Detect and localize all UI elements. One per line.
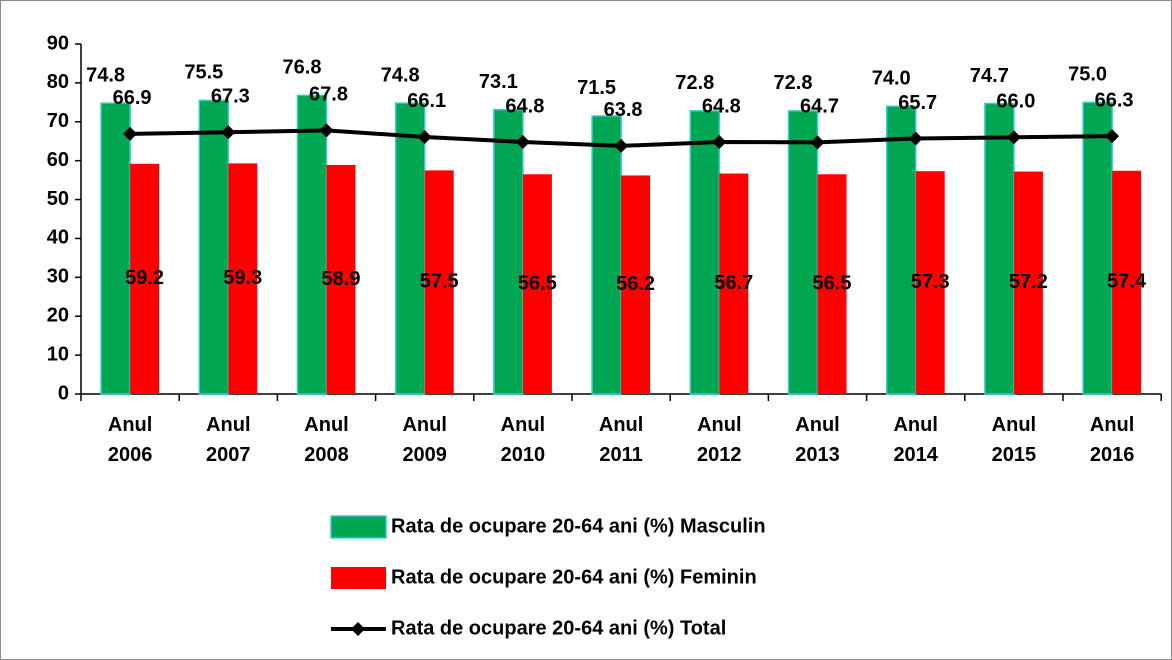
bar — [296, 94, 328, 395]
data-label: 74.0 — [872, 68, 911, 90]
x-tick-label: Anul 2016 — [1089, 414, 1135, 466]
legend-marker — [351, 622, 365, 636]
legend-label: Rata de ocupare 20-64 ani (%) Masculin — [391, 515, 766, 537]
bar — [1112, 170, 1142, 394]
bar — [228, 163, 258, 394]
bar — [817, 174, 847, 394]
legend-label: Rata de ocupare 20-64 ani (%) Total — [391, 617, 726, 639]
data-label: 57.2 — [1009, 271, 1048, 293]
data-label: 57.4 — [1107, 271, 1147, 293]
data-label: 74.8 — [381, 64, 420, 86]
legend-swatch — [331, 567, 386, 589]
bar — [198, 99, 230, 395]
x-tick-label: Anul 2015 — [991, 414, 1037, 466]
data-label: 72.8 — [675, 72, 714, 94]
data-label: 56.5 — [518, 272, 557, 294]
x-tick-label: Anul 2007 — [206, 414, 251, 466]
legend-swatch — [330, 515, 387, 539]
data-label: 67.3 — [211, 86, 250, 108]
data-label: 57.3 — [911, 271, 950, 293]
y-tick-label: 60 — [47, 149, 69, 171]
bar — [493, 108, 524, 395]
bar — [885, 105, 917, 395]
x-tick-label: Anul 2010 — [500, 414, 546, 466]
y-tick-label: 80 — [47, 71, 69, 93]
line-marker — [319, 123, 334, 138]
x-tick-label: Anul 2012 — [697, 414, 742, 466]
y-tick-label: 40 — [47, 227, 69, 249]
data-label: 74.7 — [970, 65, 1009, 87]
y-tick-label: 50 — [47, 188, 69, 210]
line-marker — [614, 138, 629, 153]
data-label: 56.7 — [714, 272, 753, 294]
bar — [1013, 171, 1043, 394]
data-label: 66.1 — [407, 90, 446, 112]
data-label: 56.5 — [813, 272, 852, 294]
data-label: 71.5 — [577, 77, 616, 99]
x-tick-label: Anul 2014 — [893, 414, 938, 466]
bar — [689, 110, 721, 395]
x-tick-label: Anul 2009 — [402, 414, 447, 466]
bar — [130, 163, 160, 394]
legend-label: Rata de ocupare 20-64 ani (%) Feminin — [391, 566, 757, 588]
data-label: 66.3 — [1095, 89, 1134, 111]
x-tick-label: Anul 2008 — [304, 414, 349, 466]
data-label: 74.8 — [86, 64, 125, 86]
bar — [984, 102, 1015, 395]
x-tick-label: Anul 2013 — [795, 414, 840, 466]
data-label: 72.8 — [774, 72, 813, 94]
bar — [915, 171, 945, 394]
data-label: 59.3 — [223, 267, 262, 289]
data-label: 64.8 — [702, 95, 741, 117]
data-label: 66.9 — [113, 87, 152, 109]
y-tick-label: 0 — [58, 382, 69, 404]
y-tick-label: 70 — [47, 110, 69, 132]
line-marker — [417, 129, 432, 144]
bar — [326, 164, 356, 394]
bar — [424, 170, 454, 394]
y-tick-label: 10 — [47, 343, 69, 365]
data-label: 65.7 — [898, 92, 937, 114]
data-label: 67.8 — [309, 84, 348, 106]
line-marker — [1105, 129, 1120, 144]
data-label: 59.2 — [125, 267, 164, 289]
bar — [591, 115, 622, 395]
data-label: 63.8 — [604, 99, 643, 121]
line-marker — [810, 135, 825, 150]
y-tick-label: 90 — [47, 32, 69, 54]
data-label: 57.5 — [420, 270, 459, 292]
bar — [522, 174, 552, 394]
bar — [621, 175, 651, 394]
line-marker — [908, 131, 923, 146]
y-tick-label: 20 — [47, 305, 69, 327]
data-label: 64.8 — [505, 95, 544, 117]
data-label: 64.7 — [800, 96, 839, 118]
data-label: 56.2 — [616, 273, 655, 295]
x-tick-label: Anul 2006 — [107, 414, 153, 466]
data-label: 66.0 — [996, 91, 1035, 113]
data-label: 73.1 — [479, 71, 518, 93]
x-tick-label: Anul 2011 — [598, 414, 644, 466]
bar — [100, 102, 131, 395]
line-marker — [515, 135, 530, 149]
line-marker — [1006, 130, 1021, 145]
y-tick-label: 30 — [47, 266, 69, 288]
bar — [1082, 101, 1113, 395]
data-label: 75.5 — [184, 62, 223, 84]
bar — [394, 102, 426, 395]
bar — [719, 173, 749, 394]
bar — [787, 110, 819, 395]
data-label: 75.0 — [1068, 64, 1107, 86]
data-label: 58.9 — [322, 268, 361, 290]
line-marker — [712, 135, 727, 149]
line-marker — [123, 126, 138, 141]
data-label: 76.8 — [283, 57, 322, 79]
